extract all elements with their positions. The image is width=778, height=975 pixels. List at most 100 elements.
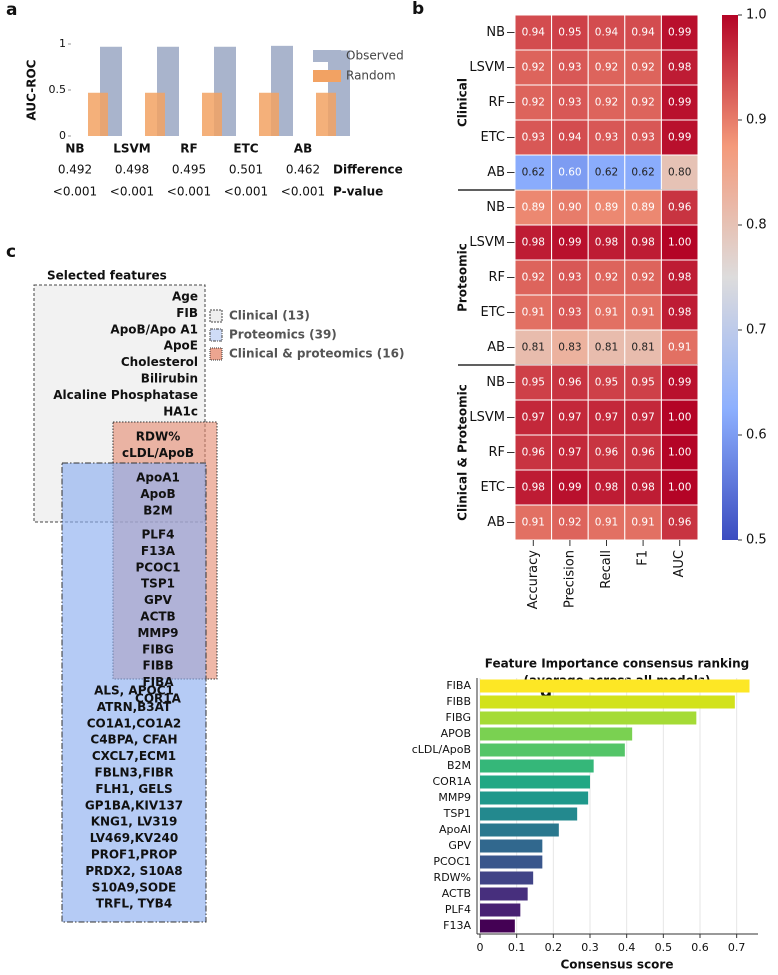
feature-name: CXCL7,ECM1: [92, 749, 176, 763]
cell-label: 1.00: [668, 412, 691, 424]
row-label: AB: [487, 340, 505, 355]
cell-label: 0.91: [595, 517, 618, 529]
row-value: <0.001: [167, 185, 211, 199]
feature-name: FLH1, GELS: [95, 782, 172, 796]
heat-cell: [551, 259, 589, 296]
heat-cell: [660, 189, 699, 226]
feature-name: ApoB: [140, 487, 175, 501]
x-axis-label: Consensus score: [561, 958, 674, 972]
row-value: 0.495: [172, 163, 206, 177]
cell-label: 0.99: [668, 377, 691, 389]
legend-swatch: [209, 328, 223, 342]
cell-label: 0.89: [522, 202, 545, 214]
cell-label: 0.83: [558, 342, 581, 354]
cell-label: 0.90: [558, 202, 581, 214]
feature-name: Cholesterol: [121, 355, 198, 369]
row-label: RF: [488, 270, 505, 285]
cell-label: 0.96: [522, 447, 546, 459]
feature-name: cLDL/ApoB: [122, 446, 194, 460]
heat-cell: [514, 119, 553, 156]
heat-cell: [587, 294, 626, 331]
heat-cell: [551, 14, 589, 51]
feature-name: S10A9,SODE: [92, 880, 177, 894]
colorbar-label: 1.0: [746, 8, 767, 23]
cell-label: 0.95: [522, 377, 545, 389]
cell-label: 1.00: [668, 447, 691, 459]
colorbar-label: 0.8: [746, 218, 767, 233]
cell-label: 0.96: [631, 447, 655, 459]
heat-cell: [551, 189, 589, 226]
cell-label: 0.92: [522, 97, 545, 109]
feature-name: HA1c: [163, 404, 198, 418]
row-label: NB: [486, 200, 505, 215]
row-label: LSVM: [469, 235, 505, 250]
legend-swatch: [209, 347, 223, 361]
legend-label: Clinical & proteomics (16): [229, 347, 404, 361]
cell-label: 0.81: [522, 342, 545, 354]
row-value: <0.001: [224, 185, 268, 199]
heat-cell: [551, 469, 589, 506]
y-tick-label: B2M: [447, 759, 471, 772]
cell-label: 0.98: [595, 482, 618, 494]
heat-cell: [514, 14, 553, 51]
feature-name: ALS, APOC1: [94, 684, 174, 698]
feature-name: FIB: [176, 306, 198, 320]
y-tick-label: RDW%: [434, 871, 471, 884]
y-tick-label: 0.5: [49, 83, 67, 96]
x-tick-label: 0.4: [618, 941, 636, 954]
heat-cell: [514, 224, 553, 261]
col-label: Accuracy: [526, 550, 541, 610]
feature-name: Age: [172, 290, 198, 304]
cell-label: 0.99: [668, 132, 691, 144]
cell-label: 0.80: [668, 167, 691, 179]
cell-label: 0.60: [558, 167, 581, 179]
heat-cell: [551, 119, 589, 156]
heat-cell: [551, 49, 589, 86]
y-tick-label: ApoAI: [439, 823, 471, 836]
bar: [480, 871, 534, 885]
y-tick-label: cLDL/ApoB: [412, 743, 471, 756]
cell-label: 1.00: [668, 237, 691, 249]
cell-label: 0.97: [631, 412, 654, 424]
row-label: Difference: [333, 163, 403, 177]
cell-label: 0.98: [522, 237, 545, 249]
row-value: 0.501: [229, 163, 263, 177]
feature-name: LV469,KV240: [90, 831, 179, 845]
cell-label: 0.93: [558, 272, 581, 284]
cell-label: 0.99: [558, 237, 581, 249]
feature-name: Bilirubin: [141, 372, 198, 386]
row-value: <0.001: [53, 185, 97, 199]
feature-name: F13A: [141, 544, 176, 558]
x-tick-label: 0.3: [581, 941, 599, 954]
row-label: RF: [488, 95, 505, 110]
heat-cell: [514, 364, 553, 401]
bar: [480, 711, 697, 725]
row-label: NB: [486, 25, 505, 40]
y-tick-label: PCOC1: [433, 855, 471, 868]
feature-name: ApoB/Apo A1: [110, 322, 198, 336]
legend-label: Random: [346, 69, 396, 83]
y-tick-label: APOB: [441, 727, 471, 740]
cell-label: 0.94: [522, 27, 546, 39]
bar: [480, 759, 594, 773]
feature-name: RDW%: [136, 430, 180, 444]
bar: [480, 791, 589, 805]
cell-label: 0.95: [595, 377, 618, 389]
colorbar-label: 0.6: [746, 428, 767, 443]
heat-cell: [624, 49, 662, 86]
colorbar-label: 0.7: [746, 323, 767, 338]
panel-label: b: [412, 0, 424, 19]
feature-name: Alcaline Phosphatase: [53, 388, 198, 402]
cell-label: 0.89: [595, 202, 618, 214]
heat-cell: [660, 154, 699, 191]
panel-label: c: [6, 242, 16, 262]
cell-label: 0.98: [631, 482, 654, 494]
heat-cell: [624, 364, 662, 401]
cell-label: 0.92: [522, 62, 545, 74]
bar: [480, 839, 543, 853]
x-tick-label: NB: [65, 142, 84, 156]
row-label: AB: [487, 515, 505, 530]
cell-label: 0.89: [631, 202, 654, 214]
cell-label: 0.91: [595, 307, 618, 319]
